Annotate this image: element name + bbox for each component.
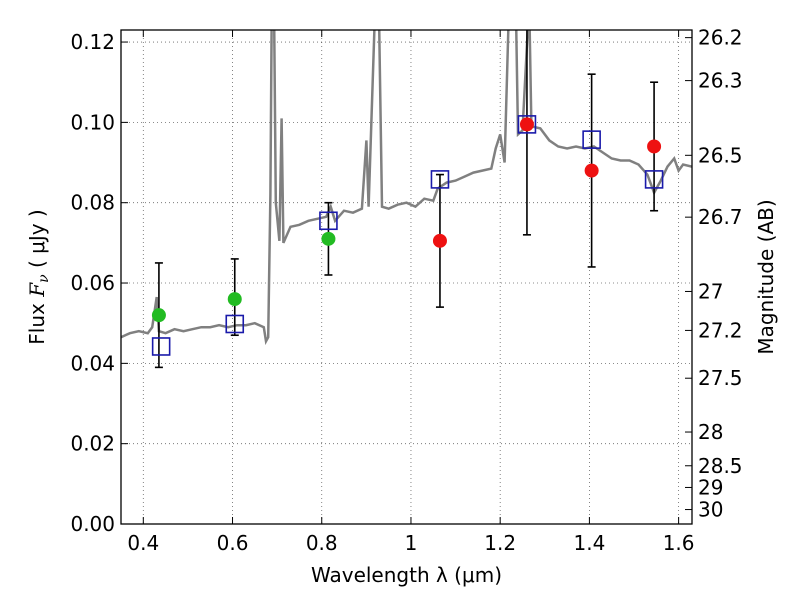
red-data-point [519,117,534,132]
y-tick-label: 0.04 [70,351,115,375]
mag-tick-label: 26.7 [698,205,743,229]
model-photometry-square [151,337,171,356]
y-tick-label: 0.10 [70,110,115,134]
mag-tick-label: 27.5 [698,366,743,390]
data-marks [151,30,664,369]
right-axis-title: Magnitude (AB) [754,199,778,354]
mag-tick-label: 27 [698,279,723,303]
axis-ticks: 0.4 0.6 0.8 1 1.2 1.4 1.6 0.00 0.02 0.04 0.06 0.08 0… [70,26,742,555]
mag-tick-label: 29 [698,475,723,499]
y-tick-label: 0.06 [70,271,115,295]
x-tick-label: 1.6 [663,531,695,555]
plot-frame [120,29,693,525]
plot-area [121,30,692,369]
red-data-point [584,163,599,178]
model-photometry-square [582,130,601,149]
x-tick-label: 0.4 [127,531,159,555]
green-data-point [151,308,166,323]
y-tick-label: 0.12 [70,30,115,54]
mag-tick-label: 30 [698,498,723,522]
red-data-point [432,233,447,248]
x-tick-label: 1.2 [484,531,516,555]
green-data-point [227,292,242,307]
model-photometry-square [225,314,245,334]
y-tick-label: 0.00 [70,512,115,536]
model-photometry-square [430,170,450,189]
green-data-point [321,231,336,246]
mag-tick-label: 26.3 [698,69,743,93]
model-photometry-square [644,170,664,189]
x-axis-title: Wavelength λ (μm) [311,563,502,587]
mag-tick-label: 28.5 [698,454,743,478]
x-tick-label: 1 [405,531,418,555]
mag-tick-label: 26.5 [698,143,743,167]
y-axis-title: Flux Fν ( μJy ) [25,209,52,344]
y-tick-label: 0.02 [70,432,115,456]
model-photometry-square [517,115,537,134]
x-tick-label: 0.6 [217,531,249,555]
mag-tick-label: 28 [698,420,723,444]
mag-tick-label: 27.2 [698,318,743,342]
mag-tick-label: 26.2 [698,26,743,50]
model-photometry-square [319,211,338,231]
x-tick-label: 0.8 [306,531,338,555]
x-tick-label: 1.4 [573,531,605,555]
red-data-point [647,139,662,154]
y-tick-label: 0.08 [70,191,115,215]
